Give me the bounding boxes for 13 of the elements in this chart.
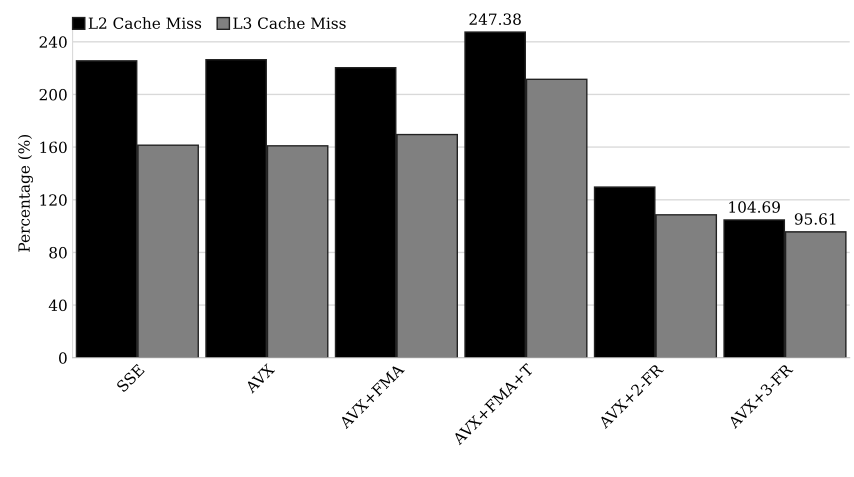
y-axis-title: Percentage (%) <box>18 135 34 252</box>
data-label: 247.38 <box>469 13 521 25</box>
y-tick-label: 80 <box>49 246 67 258</box>
data-label: 104.69 <box>729 201 780 213</box>
y-tick-label: 200 <box>40 88 67 100</box>
y-tick-label: 120 <box>40 194 67 206</box>
legend-label: L3 Cache Miss <box>233 17 346 29</box>
y-tick-label: 40 <box>48 300 67 312</box>
y-tick-label: 160 <box>40 142 67 154</box>
data-label: 95.61 <box>794 213 836 225</box>
y-tick-label: 0 <box>59 352 67 364</box>
y-tick-label: 240 <box>40 36 67 48</box>
legend-label: L2 Cache Miss <box>88 17 202 29</box>
